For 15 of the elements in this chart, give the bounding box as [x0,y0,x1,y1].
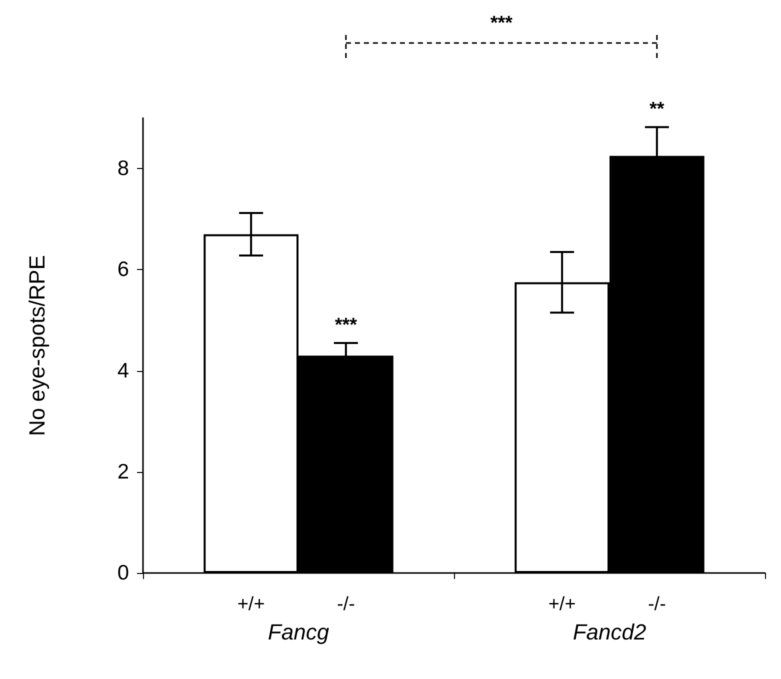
annotation: *** [334,314,358,336]
x-tick-label: Fancg [268,620,330,644]
annotation: ** [650,99,665,120]
y-axis-title: No eye-spots/RPE [24,255,50,436]
series-label: +/+ [237,594,265,615]
text: *** [490,13,514,34]
x-tick-label: Fancd2 [572,620,646,644]
y-tick-label: 6 [117,258,129,282]
series-label: -/- [336,594,355,615]
y-tick-label: 2 [117,460,129,484]
y-tick-label: 4 [117,359,130,382]
text: -/- [648,594,666,615]
text: +/+ [548,594,576,615]
y-tick-label: 8 [117,157,129,180]
y-tick-label: 0 [117,562,129,584]
